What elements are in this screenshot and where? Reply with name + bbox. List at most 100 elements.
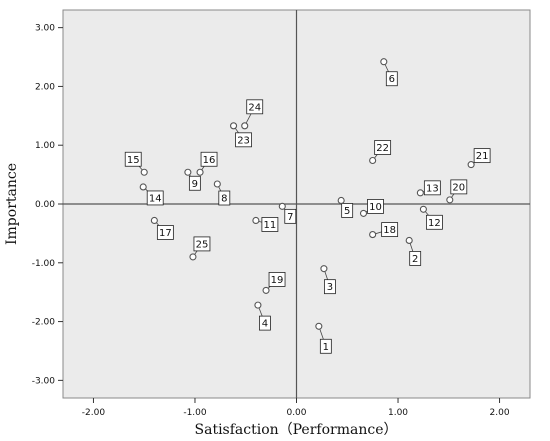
- y-tick-label: 2.00: [35, 82, 55, 92]
- label-box: [259, 315, 271, 331]
- label-box: [367, 199, 384, 214]
- label-box: [200, 151, 218, 167]
- data-point-8: 8: [213, 180, 231, 206]
- x-axis: -2.00 -1.00 0.00 1.00 2.00: [82, 398, 510, 418]
- label-box: [246, 99, 264, 115]
- point-marker: [139, 183, 147, 191]
- point-label: 4: [262, 319, 268, 330]
- x-tick-label: 2.00: [490, 408, 510, 418]
- data-point-23: 23: [230, 122, 252, 148]
- point-label: 13: [426, 183, 439, 194]
- point-marker: [380, 58, 388, 66]
- point-marker: [369, 156, 377, 165]
- y-tick-label: -2.00: [32, 318, 56, 328]
- point-marker: [262, 286, 270, 294]
- point-label: 18: [383, 225, 396, 236]
- point-label: 9: [192, 179, 198, 190]
- label-box: [235, 132, 252, 148]
- data-point-19: 19: [262, 272, 286, 294]
- point-marker: [213, 180, 221, 188]
- point-label: 17: [159, 228, 172, 239]
- x-axis-title: Satisfaction（Performance）: [195, 422, 398, 438]
- data-point-2: 2: [405, 236, 422, 266]
- data-point-24: 24: [241, 99, 264, 130]
- label-box: [423, 180, 441, 196]
- point-label: 7: [287, 212, 293, 223]
- point-label: 1: [323, 342, 329, 353]
- point-label: 19: [271, 275, 284, 286]
- point-label: 5: [344, 206, 350, 217]
- data-point-20: 20: [446, 179, 468, 204]
- data-point-5: 5: [337, 196, 354, 218]
- point-marker: [320, 265, 328, 273]
- x-tick-label: -1.00: [183, 408, 207, 418]
- point-marker: [230, 122, 238, 130]
- point-marker: [241, 122, 249, 130]
- data-point-22: 22: [369, 140, 392, 165]
- data-point-15: 15: [124, 151, 148, 176]
- point-marker: [278, 202, 286, 210]
- label-box: [381, 222, 399, 237]
- label-box: [284, 208, 297, 224]
- y-tick-label: 0.00: [35, 200, 55, 210]
- point-label: 3: [327, 282, 333, 293]
- label-box: [409, 251, 422, 266]
- label-box: [324, 279, 336, 295]
- point-marker: [252, 216, 260, 225]
- data-point-4: 4: [254, 301, 271, 331]
- y-tick-label: 3.00: [35, 24, 55, 34]
- data-point-9: 9: [184, 168, 201, 191]
- point-label: 16: [203, 155, 216, 166]
- y-tick-label: -3.00: [32, 376, 56, 386]
- point-marker: [254, 301, 262, 309]
- data-point-6: 6: [380, 58, 398, 87]
- label-box: [156, 225, 174, 240]
- point-label: 22: [376, 143, 389, 154]
- point-label: 21: [476, 151, 489, 162]
- data-point-7: 7: [278, 202, 297, 224]
- point-label: 23: [237, 135, 250, 146]
- data-point-14: 14: [139, 183, 164, 206]
- point-marker: [140, 168, 148, 176]
- x-tick-label: -2.00: [82, 408, 106, 418]
- point-marker: [419, 205, 427, 213]
- label-box: [146, 190, 164, 206]
- point-marker: [337, 196, 345, 205]
- data-point-1: 1: [315, 322, 332, 354]
- point-label: 25: [196, 239, 209, 250]
- point-label: 24: [248, 102, 261, 113]
- data-point-10: 10: [359, 199, 384, 217]
- point-label: 8: [221, 194, 227, 205]
- label-box: [218, 190, 231, 206]
- point-label: 15: [127, 155, 140, 166]
- point-marker: [315, 322, 323, 330]
- point-label: 6: [389, 74, 395, 85]
- point-label: 14: [149, 193, 162, 204]
- label-box: [319, 338, 332, 354]
- data-point-3: 3: [320, 265, 336, 295]
- y-axis: 3.00 2.00 1.00 0.00 -1.00 -2.00 -3.00: [32, 24, 63, 386]
- label-box: [341, 203, 354, 218]
- point-marker: [369, 231, 377, 239]
- y-tick-label: 1.00: [35, 141, 55, 151]
- point-marker: [196, 168, 204, 176]
- point-marker: [467, 161, 475, 169]
- point-label: 2: [412, 254, 418, 265]
- label-box: [450, 179, 468, 195]
- point-marker: [189, 253, 197, 261]
- y-axis-title: Importance: [4, 163, 20, 245]
- reference-lines: [63, 10, 530, 398]
- data-point-16: 16: [196, 151, 218, 176]
- x-tick-label: 0.00: [286, 408, 306, 418]
- label-box: [268, 272, 286, 287]
- y-tick-label: -1.00: [32, 259, 56, 269]
- point-marker: [416, 189, 424, 197]
- point-marker: [405, 236, 413, 244]
- label-box: [261, 217, 279, 232]
- label-box: [193, 236, 211, 252]
- label-box: [374, 140, 392, 155]
- point-marker: [446, 196, 454, 204]
- label-box: [426, 214, 443, 230]
